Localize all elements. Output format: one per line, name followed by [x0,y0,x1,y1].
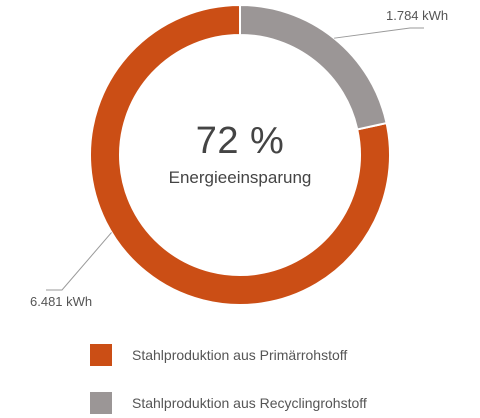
callout-label-recycling: 1.784 kWh [386,8,449,23]
leader-line-primary [46,232,112,291]
leader-line-recycling [334,27,424,39]
center-value: 72 % [195,120,285,162]
slice-recycling [239,3,388,131]
callout-label-primary: 6.481 kWh [30,294,93,309]
center-label: Energieeinsparung [168,168,312,187]
legend-label-primary: Stahlproduktion aus Primärrohstoff [132,347,348,363]
slice-primary [89,3,391,306]
legend-swatch-recycling [90,392,112,414]
legend-label-recycling: Stahlproduktion aus Recyclingrohstoff [132,395,367,411]
legend-item-primary: Stahlproduktion aus Primärrohstoff [90,344,450,370]
legend-swatch-primary [90,344,112,366]
legend-item-recycling: Stahlproduktion aus Recyclingrohstoff [90,392,450,418]
